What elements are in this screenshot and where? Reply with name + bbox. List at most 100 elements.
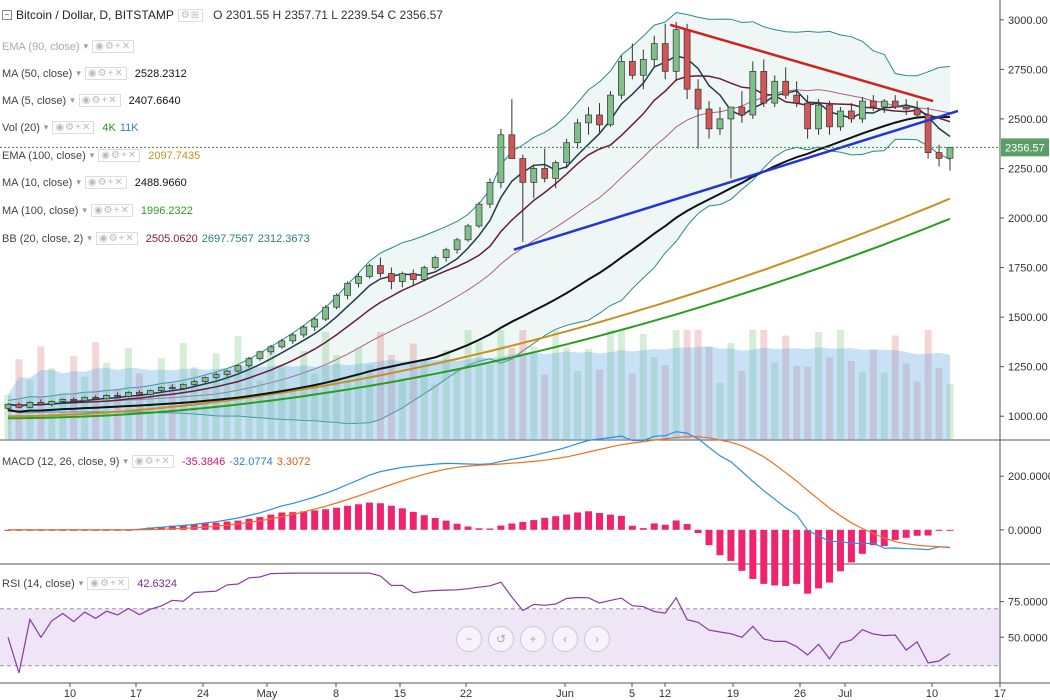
scroll-right-button[interactable]: › — [584, 626, 610, 652]
macd-histogram-bar — [738, 529, 746, 571]
indicator-value: 1996.2322 — [140, 204, 193, 217]
rsi-label[interactable]: RSI (14, close) — [2, 577, 75, 590]
indicator-tools-icon[interactable]: ◉⚙+✕ — [87, 577, 130, 590]
candle-body — [727, 106, 735, 120]
candle-body — [179, 384, 187, 389]
indicator-tools-icon[interactable]: ◉⚙+✕ — [90, 204, 133, 217]
indicator-tools-icon[interactable]: ◉⚙+✕ — [84, 67, 127, 80]
candle-body — [891, 100, 899, 108]
candle-body — [880, 100, 888, 108]
macd-histogram-bar — [245, 518, 253, 530]
header-tools-icon[interactable]: ⚙⊞ — [177, 8, 204, 22]
macd-histogram-bar — [376, 503, 384, 530]
macd-label[interactable]: MACD (12, 26, close, 9) — [2, 455, 120, 468]
macd-histogram-bar — [420, 515, 428, 530]
macd-histogram-bar — [705, 529, 713, 546]
caret-down-icon[interactable]: ▾ — [87, 233, 92, 243]
volume-bar — [574, 371, 582, 440]
indicator-label[interactable]: BB (20, close, 2) — [2, 232, 84, 245]
candle-body — [453, 239, 461, 251]
macd-histogram-bar — [530, 520, 538, 530]
indicator-tools-icon[interactable]: ◉⚙+✕ — [52, 121, 95, 134]
candle-body — [738, 106, 746, 116]
volume-bar — [508, 348, 516, 440]
candle-body — [278, 340, 286, 348]
candle-body — [245, 358, 253, 367]
indicator-tools-icon[interactable]: ◉⚙+✕ — [95, 232, 138, 245]
caret-down-icon[interactable]: ▾ — [76, 177, 81, 187]
candle-body — [859, 100, 866, 120]
caret-down-icon[interactable]: ▾ — [70, 95, 75, 105]
indicator-label[interactable]: MA (100, close) — [2, 204, 79, 217]
volume-bar — [420, 359, 428, 440]
volume-bar — [694, 330, 702, 440]
caret-down-icon[interactable]: ▾ — [76, 68, 81, 78]
candle-body — [541, 168, 549, 179]
indicator-tools-icon[interactable]: ◉⚙+✕ — [98, 149, 141, 162]
indicator-label[interactable]: EMA (90, close) — [2, 40, 80, 53]
volume-bar — [869, 349, 877, 440]
volume-bar — [815, 332, 823, 440]
volume-bar — [771, 362, 779, 440]
volume-bar — [497, 330, 505, 440]
macd-histogram-bar — [858, 529, 866, 554]
macd-histogram-bar — [519, 521, 527, 530]
caret-down-icon[interactable]: ▾ — [83, 41, 89, 51]
volume-bar — [782, 335, 790, 440]
time-tick-label: Jun — [556, 688, 574, 700]
candle-body — [650, 43, 658, 60]
ma100-line — [8, 217, 951, 420]
indicator-legend: Vol (20) ▾ ◉⚙+✕ 4K 11K — [2, 121, 139, 134]
volume-bar — [376, 332, 384, 440]
candle-body — [793, 94, 801, 104]
caret-down-icon[interactable]: ▾ — [78, 578, 84, 588]
candle-body — [837, 110, 844, 128]
indicator-legend: MA (10, close) ▾ ◉⚙+✕ 2488.9660 — [2, 176, 187, 189]
candle-body — [234, 365, 242, 372]
collapse-icon[interactable]: − — [2, 10, 12, 20]
support-trendline — [513, 109, 959, 251]
volume-bar — [836, 330, 844, 440]
caret-down-icon[interactable]: ▾ — [82, 205, 87, 215]
macd-histogram-bar — [661, 524, 669, 530]
macd-histogram-bar — [234, 520, 242, 530]
macd-histogram-bar — [760, 529, 768, 584]
zoom-out-button[interactable]: − — [456, 626, 482, 652]
indicator-tools-icon[interactable]: ◉⚙+✕ — [92, 40, 135, 53]
candle-body — [289, 334, 297, 342]
indicator-label[interactable]: EMA (100, close) — [2, 149, 86, 162]
time-tick-label: 22 — [460, 688, 472, 700]
candle-body — [212, 374, 220, 378]
indicator-label[interactable]: MA (10, close) — [2, 176, 73, 189]
candle-body — [147, 390, 154, 395]
volume-bar — [59, 392, 67, 440]
symbol-title[interactable]: Bitcoin / Dollar, D, BITSTAMP — [16, 8, 174, 22]
indicator-value: 2528.2312 — [134, 67, 187, 80]
time-tick-label: 15 — [394, 688, 406, 700]
indicator-tools-icon[interactable]: ◉⚙+✕ — [131, 455, 174, 468]
macd-histogram-bar — [639, 528, 647, 530]
macd-histogram-bar — [431, 518, 439, 530]
scroll-left-button[interactable]: ‹ — [552, 626, 578, 652]
indicator-label[interactable]: Vol (20) — [2, 121, 40, 134]
indicator-tools-icon[interactable]: ◉⚙+✕ — [78, 94, 121, 107]
caret-down-icon[interactable]: ▾ — [89, 150, 95, 160]
macd-histogram-bar — [628, 525, 636, 530]
caret-down-icon[interactable]: ▾ — [43, 122, 49, 132]
volume-bar — [245, 357, 253, 440]
indicator-label[interactable]: MA (5, close) — [2, 94, 67, 107]
caret-down-icon[interactable]: ▾ — [123, 456, 128, 466]
price-tick-label: 1500.00 — [1008, 312, 1048, 324]
indicator-label[interactable]: MA (50, close) — [2, 67, 73, 80]
indicator-value-3: 2312.3673 — [257, 232, 310, 245]
reset-button[interactable]: ↺ — [488, 626, 514, 652]
volume-bar — [355, 347, 363, 440]
volume-bar — [672, 330, 680, 440]
zoom-in-button[interactable]: + — [520, 626, 546, 652]
indicator-tools-icon[interactable]: ◉⚙+✕ — [84, 176, 127, 189]
indicator-value: 4K — [102, 121, 116, 134]
candle-body — [103, 395, 110, 400]
volume-bar — [760, 330, 768, 440]
candle-body — [442, 249, 450, 259]
